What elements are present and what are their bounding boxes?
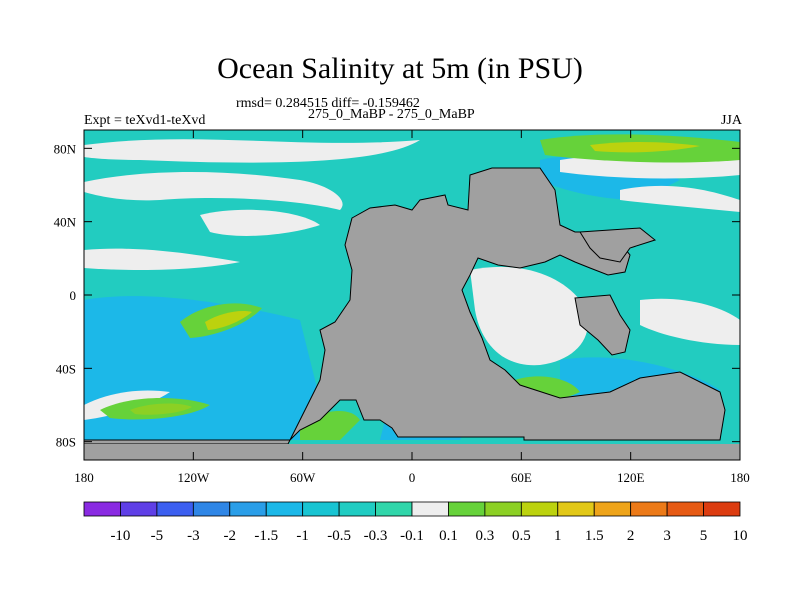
y-tick-label: 80N <box>54 141 77 156</box>
east-band-2 <box>620 185 740 212</box>
y-tick-label: 0 <box>70 288 77 303</box>
colorbar-label: 2 <box>627 528 635 544</box>
colorbar-label: -2 <box>224 528 237 544</box>
colorbar-box <box>484 501 522 517</box>
pacific-salty-core <box>205 311 252 330</box>
plot-subtitle: 275_0_MaBP - 275_0_MaBP <box>308 107 475 122</box>
colorbar-box <box>120 501 158 517</box>
colorbar-label: 0.1 <box>439 528 458 544</box>
colorbar-label: 1.5 <box>585 528 604 544</box>
salinity-map <box>84 130 740 460</box>
colorbar-box <box>703 501 741 517</box>
y-tick-label: 80S <box>56 435 76 450</box>
x-axis: 180 120W 60W 0 60E 120E 180 <box>74 130 750 485</box>
colorbar-box <box>192 501 231 517</box>
north-band-2 <box>84 172 343 210</box>
colorbar-box <box>520 501 559 517</box>
colorbar-label: -3 <box>187 528 200 544</box>
colorbar-box <box>448 501 486 517</box>
eastern-landmass <box>579 227 657 263</box>
season-label: JJA <box>720 113 742 128</box>
colorbar-label: 0.3 <box>476 528 495 544</box>
colorbar-box <box>375 501 413 517</box>
colorbar-box <box>229 501 267 517</box>
colorbar-box <box>338 501 376 517</box>
experiment-label: Expt = teXvd1-teXvd <box>84 113 206 128</box>
colorbar-label: 0.5 <box>512 528 531 544</box>
pangaea-land <box>84 167 740 460</box>
tropical-band <box>84 248 240 270</box>
colorbar-box <box>156 501 194 517</box>
colorbar-box <box>666 501 704 517</box>
north-band-3 <box>200 209 320 236</box>
colorbar-box <box>83 501 121 517</box>
colorbar-box <box>557 501 595 517</box>
x-tick-label: 180 <box>74 470 94 485</box>
colorbar-box <box>593 501 632 517</box>
colorbar-label: 1 <box>554 528 562 544</box>
island-chain <box>574 294 631 356</box>
arctic-salty-core <box>590 142 700 153</box>
west-pacific-white <box>640 298 740 345</box>
stats-line: rmsd= 0.284515 diff= -0.159462 <box>236 96 420 111</box>
y-axis: 80N 40N 0 40S 80S <box>54 141 740 450</box>
colorbar: -10 -5 -3 -2 -1.5 -1 -0.5 -0.3 -0.1 0.1 0.3 0.5 1 1.5… <box>83 501 748 544</box>
plot-title: Ocean Salinity at 5m (in PSU) <box>217 52 583 85</box>
colorbar-label: 10 <box>733 528 748 544</box>
colorbar-box <box>630 501 668 517</box>
colorbar-box <box>302 501 340 517</box>
colorbar-label: 5 <box>700 528 708 544</box>
colorbar-label: -1.5 <box>254 528 278 544</box>
x-tick-label: 120E <box>617 470 645 485</box>
colorbar-label: 3 <box>663 528 671 544</box>
colorbar-box <box>265 501 304 517</box>
colorbar-label: -0.3 <box>364 528 388 544</box>
colorbar-label: -10 <box>110 528 130 544</box>
colorbar-label: -5 <box>151 528 164 544</box>
x-tick-label: 180 <box>730 470 750 485</box>
colorbar-label: -0.1 <box>400 528 424 544</box>
southern-salty-core <box>130 403 192 415</box>
colorbar-box <box>411 501 449 517</box>
x-tick-label: 120W <box>177 470 210 485</box>
y-tick-label: 40N <box>54 215 77 230</box>
y-tick-label: 40S <box>56 361 76 376</box>
x-tick-label: 60E <box>511 470 532 485</box>
x-tick-label: 0 <box>409 470 416 485</box>
indian-white-region <box>470 266 588 366</box>
x-tick-label: 60W <box>290 470 316 485</box>
north-band-1 <box>84 139 420 163</box>
colorbar-label: -0.5 <box>327 528 351 544</box>
colorbar-label: -1 <box>296 528 309 544</box>
